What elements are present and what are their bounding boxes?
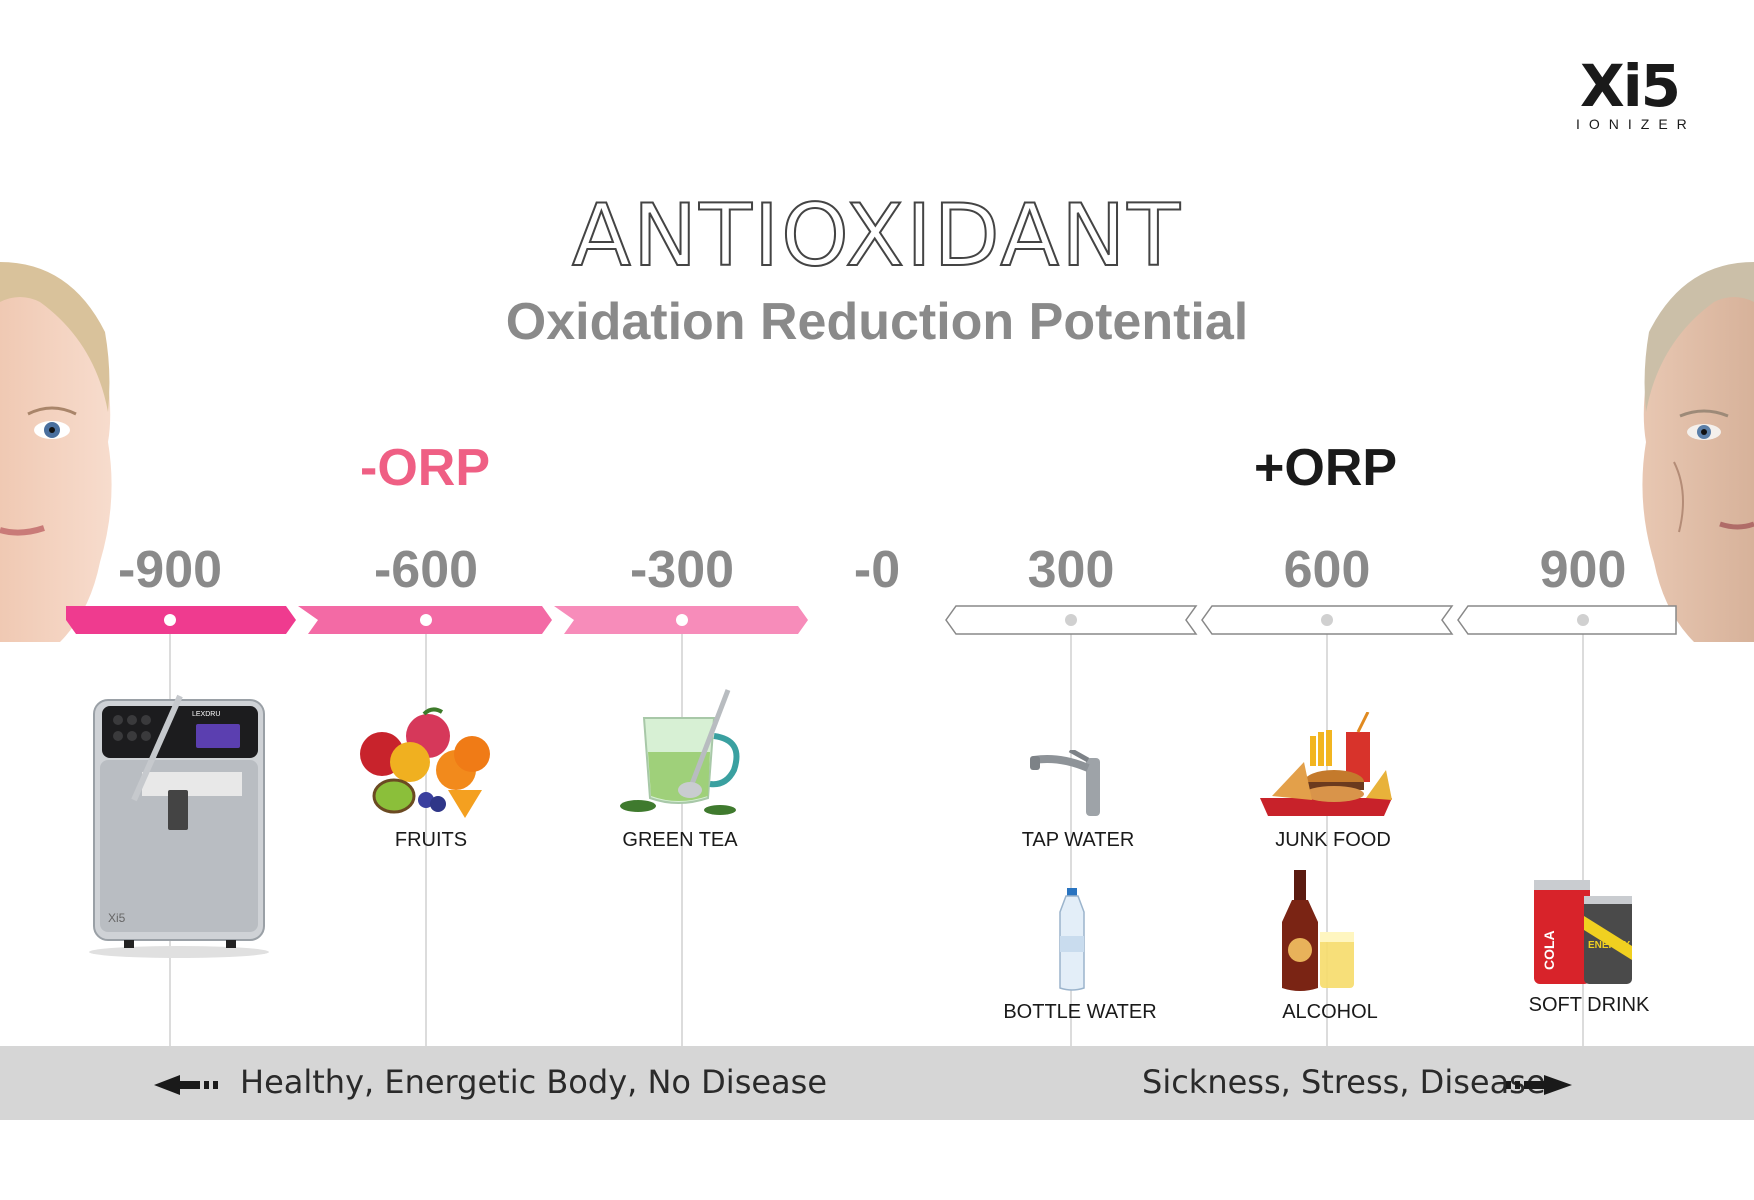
- junk-food-label: JUNK FOOD: [1275, 829, 1391, 851]
- tick-label: 600: [1283, 541, 1371, 599]
- guide-line: [1070, 618, 1072, 1048]
- guide-line: [425, 618, 427, 1048]
- scale-dot: [676, 614, 688, 626]
- tick-label: -300: [629, 541, 735, 599]
- guide-line: [1326, 618, 1328, 1048]
- scale-dot: [420, 614, 432, 626]
- young-face-image: [0, 262, 112, 642]
- alcohol-image: [1282, 870, 1354, 991]
- scale-dot: [1321, 614, 1333, 626]
- fruits-label: FRUITS: [394, 829, 468, 851]
- guide-line: [681, 618, 683, 1048]
- green-tea-label: GREEN TEA: [622, 829, 738, 851]
- right-arrow-icon: [1506, 1075, 1572, 1095]
- brand-logo: Xi5 IONIZER: [1572, 56, 1702, 136]
- device-badge-text: Xi5: [108, 911, 126, 925]
- tick-label: -600: [373, 541, 479, 599]
- ionizer-device-image: LEXDRU Xi5: [89, 694, 269, 958]
- energy-can-text: ENERGY: [1588, 940, 1631, 951]
- scale-segment-neg900: [66, 606, 296, 634]
- bottle-water-image: [1059, 888, 1085, 991]
- device-brand-text: LEXDRU: [192, 711, 220, 718]
- scale-dot: [164, 614, 176, 626]
- scale-segment-pos900: [1457, 605, 1677, 635]
- positive-orp-label: +ORP: [1254, 439, 1398, 497]
- sickness-text: Sickness, Stress, Disease: [1142, 1063, 1546, 1101]
- tap-water-image: [1030, 750, 1100, 816]
- bottom-bar: [0, 1046, 1754, 1120]
- brand-sub: IONIZER: [1576, 116, 1696, 132]
- tick-label: 900: [1539, 541, 1627, 599]
- green-tea-image: [620, 689, 740, 815]
- left-arrow-icon: [154, 1075, 218, 1095]
- cola-can-text: COLA: [1541, 930, 1557, 970]
- tick-label: -900: [117, 541, 223, 599]
- fruits-image: [360, 707, 490, 818]
- scale-dot: [1065, 614, 1077, 626]
- healthy-text: Healthy, Energetic Body, No Disease: [240, 1063, 828, 1101]
- alcohol-label: ALCOHOL: [1282, 1001, 1378, 1023]
- soft-drink-image: COLA ENERGY: [1534, 880, 1632, 984]
- guide-line: [1582, 618, 1584, 1048]
- page-subtitle: Oxidation Reduction Potential: [505, 293, 1249, 351]
- scale-dot: [1577, 614, 1589, 626]
- brand-mark: Xi5: [1580, 52, 1681, 120]
- tick-label: -0: [853, 541, 901, 599]
- tick-label: 300: [1027, 541, 1115, 599]
- tap-water-label: TAP WATER: [1021, 829, 1135, 851]
- soft-drink-label: SOFT DRINK: [1528, 994, 1650, 1016]
- old-face-image: [1642, 262, 1754, 642]
- page-title: ANTIOXIDANT: [571, 185, 1182, 287]
- junk-food-image: [1260, 712, 1392, 816]
- orp-scale: [66, 605, 1677, 635]
- negative-orp-label: -ORP: [360, 439, 490, 497]
- bottle-water-label: BOTTLE WATER: [1003, 1001, 1157, 1023]
